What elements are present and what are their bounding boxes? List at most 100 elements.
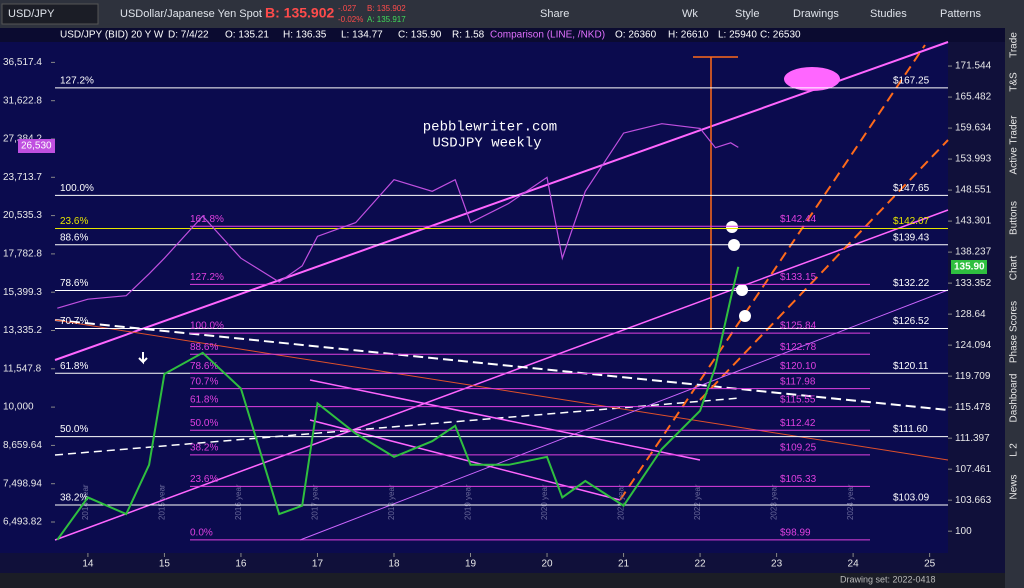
fib-label: 23.6% bbox=[190, 474, 218, 485]
level-label: $147.65 bbox=[893, 183, 930, 194]
fib-label: 50.0% bbox=[190, 418, 218, 429]
y-tick-label: 119.709 bbox=[955, 371, 991, 382]
y-tick-label: 143.301 bbox=[955, 216, 992, 227]
y2-tick-label: 17,782.8 bbox=[3, 249, 42, 260]
comparison-badge bbox=[18, 139, 55, 153]
year-marker: 2019 year bbox=[464, 484, 473, 520]
change: -.027 bbox=[338, 4, 357, 13]
y2-tick-label: 31,622.8 bbox=[3, 95, 42, 106]
toolbar bbox=[0, 0, 1024, 28]
fib-label: 50.0% bbox=[60, 424, 88, 435]
right-axis bbox=[948, 42, 1005, 573]
year-marker: 2024 year bbox=[846, 484, 855, 520]
level-label: $109.25 bbox=[780, 443, 817, 454]
x-tick-label: 14 bbox=[82, 559, 94, 570]
info-text: L: 25940 bbox=[718, 30, 757, 41]
fib-label: 127.2% bbox=[60, 76, 94, 87]
info-text: R: 1.58 bbox=[452, 30, 485, 41]
x-tick-label: 18 bbox=[388, 559, 400, 570]
y-tick-label: 133.352 bbox=[955, 278, 992, 289]
x-tick-label: 21 bbox=[618, 559, 630, 570]
toolbar-button[interactable]: Patterns bbox=[940, 8, 981, 20]
info-text: O: 135.21 bbox=[225, 30, 269, 41]
level-label: $111.60 bbox=[893, 424, 928, 435]
y-tick-label: 159.634 bbox=[955, 123, 992, 134]
y2-tick-label: 15,399.3 bbox=[3, 287, 42, 298]
y-tick-label: 153.993 bbox=[955, 154, 992, 165]
toolbar-button[interactable]: Studies bbox=[870, 8, 907, 20]
toolbar-button[interactable]: Share bbox=[540, 8, 569, 20]
y2-tick-label: 20,535.3 bbox=[3, 210, 42, 221]
level-label: $125.84 bbox=[780, 321, 817, 332]
level-label: $120.10 bbox=[780, 361, 817, 372]
sidebar-tab[interactable]: Active Trader bbox=[1009, 115, 1020, 175]
x-tick-label: 17 bbox=[312, 559, 324, 570]
year-marker: 2017 year bbox=[311, 484, 320, 520]
year-marker: 2018 year bbox=[387, 484, 396, 520]
fib-label: 88.6% bbox=[60, 232, 88, 243]
arrow bbox=[138, 352, 148, 365]
sidebar-tab[interactable]: T&S bbox=[1009, 72, 1020, 92]
fib-label: 78.6% bbox=[60, 278, 88, 289]
info-text: L: 134.77 bbox=[341, 30, 383, 41]
y2-tick-label: 11,547.8 bbox=[3, 363, 42, 374]
sidebar-tab[interactable]: Trade bbox=[1009, 32, 1020, 58]
y2-tick-label: 10,000 bbox=[3, 402, 34, 413]
y2-tick-label: 8,659.64 bbox=[3, 440, 42, 451]
fib-label: 0.0% bbox=[190, 528, 213, 539]
y-tick-label: 171.544 bbox=[955, 61, 992, 72]
sidebar-tab[interactable]: L 2 bbox=[1009, 443, 1020, 457]
watermark: USDJPY weekly bbox=[432, 136, 541, 152]
y-tick-label: 165.482 bbox=[955, 92, 992, 103]
plot-area bbox=[0, 42, 948, 553]
info-text: D: 7/4/22 bbox=[168, 30, 209, 41]
sidebar-tab[interactable]: Chart bbox=[1009, 256, 1020, 281]
fib-label: 61.8% bbox=[60, 361, 88, 372]
ask: A: 135.917 bbox=[367, 15, 406, 24]
toolbar-button[interactable]: Wk bbox=[682, 8, 698, 20]
year-marker: 2023 year bbox=[770, 484, 779, 520]
toolbar-button[interactable]: Style bbox=[735, 8, 759, 20]
level-label: $105.33 bbox=[780, 474, 817, 485]
x-tick-label: 25 bbox=[924, 559, 936, 570]
sidebar-tab[interactable]: Phase Scores bbox=[1009, 301, 1020, 363]
target-dot bbox=[726, 221, 738, 233]
fib-label: 88.6% bbox=[190, 342, 218, 353]
sidebar-tab[interactable]: Dashboard bbox=[1009, 374, 1020, 423]
level-label: $117.98 bbox=[780, 376, 816, 387]
level-label: $122.78 bbox=[780, 342, 817, 353]
symbol-box[interactable] bbox=[1, 3, 99, 25]
fib-label: 70.7% bbox=[60, 316, 88, 327]
level-label: $132.22 bbox=[893, 278, 930, 289]
level-label: $167.25 bbox=[893, 76, 930, 87]
info-text: H: 136.35 bbox=[283, 30, 327, 41]
year-marker: 2020 year bbox=[540, 484, 549, 520]
year-marker: 2016 year bbox=[234, 484, 243, 520]
year-marker: 2015 year bbox=[158, 484, 167, 520]
fib-label: 100.0% bbox=[60, 183, 94, 194]
y-tick-label: 115.478 bbox=[955, 402, 991, 413]
drawings bbox=[54, 41, 949, 541]
info-text: C: 26530 bbox=[760, 30, 801, 41]
year-marker: 2021 year bbox=[617, 484, 626, 520]
x-tick-label: 20 bbox=[541, 559, 553, 570]
y-tick-label: 107.461 bbox=[955, 464, 992, 475]
level-label: $142.44 bbox=[780, 214, 817, 225]
fib-label: 38.2% bbox=[190, 443, 218, 454]
toolbar-button[interactable]: Drawings bbox=[793, 8, 839, 20]
sidebar-tab[interactable]: News bbox=[1009, 474, 1020, 499]
trend-line bbox=[699, 139, 949, 401]
symbol[interactable]: USD/JPY bbox=[8, 8, 55, 20]
x-tick-label: 24 bbox=[848, 559, 860, 570]
y2-tick-label: 23,713.7 bbox=[3, 172, 42, 183]
fib-label: 70.7% bbox=[190, 376, 218, 387]
level-label: $98.99 bbox=[780, 528, 811, 539]
sidebar-tab[interactable]: Buttons bbox=[1009, 201, 1020, 235]
level-label: $126.52 bbox=[893, 316, 930, 327]
level-label: $115.55 bbox=[780, 394, 816, 405]
y2-tick-label: 6,493.82 bbox=[3, 517, 42, 528]
bid-small: B: 135.902 bbox=[367, 4, 406, 13]
y-tick-label: 138.237 bbox=[955, 247, 992, 258]
x-axis bbox=[0, 553, 948, 573]
